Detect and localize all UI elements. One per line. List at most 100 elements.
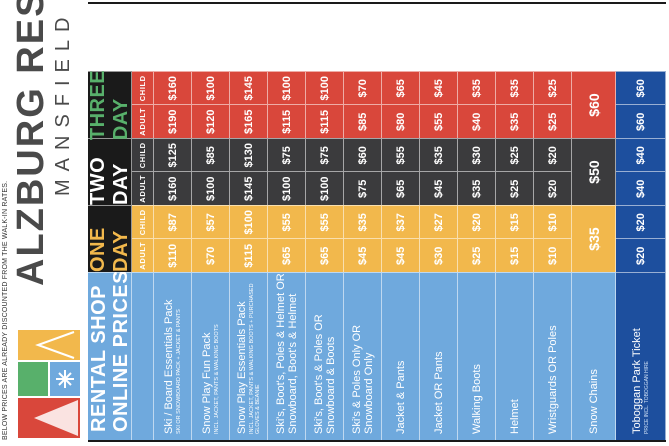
price-cell: $10 — [534, 205, 572, 239]
table-row: Jacket OR Pants $30 $27 $45 $35 $55 $45 — [420, 4, 458, 440]
item-label-wrap: Jacket & Pants — [395, 361, 407, 434]
item-name: Snow Play Fun Pack — [201, 332, 213, 435]
price-table: RENTAL SHOP ONLINE PRICES ONE DAY TWO DAY TH… — [86, 2, 666, 442]
price-cell: $35 — [344, 205, 382, 239]
abstract-mountain-snowflake-logo-icon — [18, 330, 80, 438]
item-name: Jacket OR Pants — [432, 351, 445, 434]
table-row-chains: Snow Chains $35 $50 $60 — [572, 4, 616, 440]
group-header-3: THREE DAY — [86, 69, 132, 141]
item-subtext: INCL. JACKET, PANTS & WALKING BOOTS — [214, 324, 220, 434]
item-label: Ski's, Boot's, Poles & Helmet OR Snowboa… — [268, 272, 306, 440]
brand-location: MANSFIELD — [52, 9, 74, 196]
price-cell: $55 — [306, 205, 344, 239]
item-label: Jacket OR Pants — [420, 272, 458, 440]
toboggan-price: $20 — [616, 238, 666, 272]
price-cell: $45 — [420, 171, 458, 205]
item-label-wrap: Snow Play Essentials Pack INCL. JACKET, P… — [236, 273, 261, 434]
price-cell: $160 — [154, 171, 192, 205]
toboggan-price: $40 — [616, 171, 666, 205]
brand-area: BELOW PRICES ARE ALREADY DISCOUNTED FROM… — [0, 0, 88, 446]
table-row: Walking Boots $25 $20 $35 $30 $40 $35 — [458, 4, 496, 440]
table-row: Ski's, Boot's & Poles OR Snowboard & Boo… — [306, 4, 344, 440]
item-label: Ski / Board Essentials Pack SKI OR SNOWBO… — [154, 272, 192, 440]
item-label: Walking Boots — [458, 272, 496, 440]
item-label: Ski's & Poles Only OR Snowboard Only — [344, 272, 382, 440]
item-subtext: INCL. JACKET, PANTS & WALKING BOOTS + PU… — [249, 283, 261, 434]
price-cell: $70 — [344, 71, 382, 105]
price-cell: $45 — [382, 238, 420, 272]
price-cell: $20 — [534, 171, 572, 205]
price-cell: $30 — [420, 238, 458, 272]
price-cell: $100 — [268, 71, 306, 105]
item-label-wrap: Ski / Board Essentials Pack SKI OR SNOWBO… — [163, 299, 182, 434]
child-header-2: CHILD — [132, 138, 154, 172]
child-header-1: CHILD — [132, 205, 154, 239]
price-cell: $27 — [420, 205, 458, 239]
price-cell: $30 — [458, 138, 496, 172]
price-cell: $100 — [306, 71, 344, 105]
item-label: Snow Play Essentials Pack INCL. JACKET, P… — [230, 272, 268, 440]
table-row: Ski's, Boot's, Poles & Helmet OR Snowboa… — [268, 4, 306, 440]
price-cell: $65 — [306, 238, 344, 272]
price-cell: $55 — [382, 138, 420, 172]
price-cell: $65 — [268, 238, 306, 272]
header-row-sub: ADULT CHILD ADULT CHILD ADULT CHILD — [132, 4, 154, 440]
price-cell: $70 — [192, 238, 230, 272]
price-cell: $10 — [534, 238, 572, 272]
toboggan-label: Toboggan Park Ticket PRICE INCL. TOBOGGAN… — [616, 272, 666, 440]
header-blank — [132, 272, 154, 440]
price-cell: $20 — [458, 205, 496, 239]
price-cell: $55 — [268, 205, 306, 239]
price-cell: $45 — [420, 71, 458, 105]
price-cell: $35 — [458, 71, 496, 105]
table-row: Ski's & Poles Only OR Snowboard Only $45 $… — [344, 4, 382, 440]
price-cell: $125 — [154, 138, 192, 172]
title-line-1: RENTAL SHOP — [87, 285, 110, 432]
item-label: Jacket & Pants — [382, 272, 420, 440]
toboggan-price: $60 — [616, 104, 666, 138]
item-name: Ski's & Poles Only OR Snowboard Only — [350, 324, 375, 434]
item-name: Ski's, Boot's & Poles OR Snowboard & Boo… — [312, 314, 337, 434]
toboggan-price: $20 — [616, 205, 666, 239]
toboggan-label-wrap: Toboggan Park Ticket PRICE INCL. TOBOGGAN… — [631, 328, 650, 434]
item-name: Snow Play Essentials Pack — [236, 301, 248, 434]
item-label-wrap: Ski's & Poles Only OR Snowboard Only — [351, 273, 375, 434]
price-cell: $145 — [230, 171, 268, 205]
item-label: Wristguards OR Poles — [534, 272, 572, 440]
price-cell: $25 — [458, 238, 496, 272]
price-cell: $35 — [458, 171, 496, 205]
price-cell: $25 — [534, 104, 572, 138]
item-label-wrap: Ski's, Boot's & Poles OR Snowboard & Boo… — [313, 273, 337, 434]
price-cell: $37 — [382, 205, 420, 239]
price-cell: $57 — [192, 205, 230, 239]
item-label-wrap: Helmet — [509, 399, 521, 434]
price-cell: $115 — [230, 238, 268, 272]
item-name: Jacket & Pants — [394, 360, 407, 434]
discount-note: BELOW PRICES ARE ALREADY DISCOUNTED FROM… — [2, 180, 9, 440]
item-name: Snow Chains — [587, 369, 600, 434]
header-row-groups: RENTAL SHOP ONLINE PRICES ONE DAY TWO DAY TH… — [86, 4, 132, 440]
adult-header-1: ADULT — [132, 238, 154, 272]
item-subtext: PRICE INCL. TOBOGGAN HIRE — [644, 361, 650, 434]
price-cell: $120 — [192, 104, 230, 138]
price-cell: $130 — [230, 138, 268, 172]
item-label-wrap: Wristguards OR Poles — [547, 325, 559, 434]
price-cell: $75 — [268, 138, 306, 172]
price-cell: $15 — [496, 205, 534, 239]
price-cell: $45 — [344, 238, 382, 272]
item-name: Helmet — [508, 399, 521, 434]
toboggan-price: $40 — [616, 138, 666, 172]
chains-price: $60 — [572, 71, 616, 138]
child-header-3: CHILD — [132, 71, 154, 105]
table-row: Ski / Board Essentials Pack SKI OR SNOWBO… — [154, 4, 192, 440]
price-cell: $145 — [230, 71, 268, 105]
price-cell: $40 — [458, 104, 496, 138]
price-cell: $100 — [192, 71, 230, 105]
price-cell: $65 — [382, 71, 420, 105]
price-cell: $35 — [496, 71, 534, 105]
toboggan-price: $60 — [616, 71, 666, 105]
adult-header-3: ADULT — [132, 104, 154, 138]
price-cell: $25 — [534, 71, 572, 105]
price-cell: $160 — [154, 71, 192, 105]
